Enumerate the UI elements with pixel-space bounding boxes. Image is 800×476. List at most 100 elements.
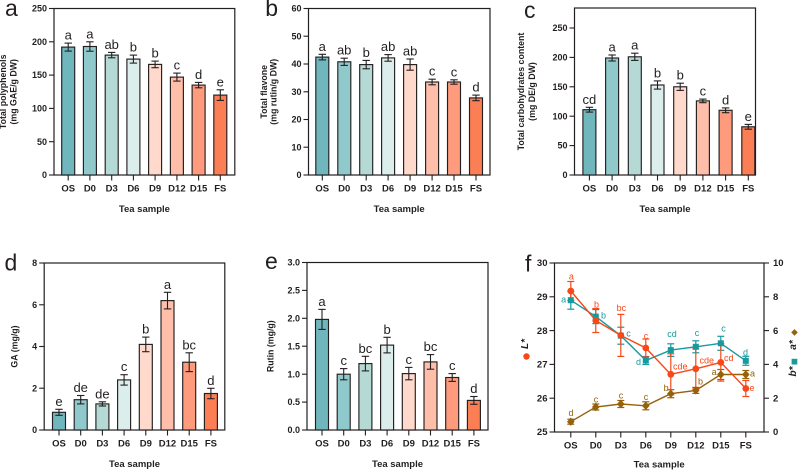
svg-text:D12: D12 — [159, 439, 176, 450]
svg-text:D3: D3 — [615, 441, 627, 452]
svg-text:b: b — [594, 300, 599, 310]
svg-text:a: a — [569, 272, 574, 282]
svg-text:c: c — [700, 84, 707, 99]
svg-text:d: d — [5, 250, 18, 276]
svg-text:cde: cde — [673, 362, 688, 372]
svg-text:30: 30 — [291, 87, 301, 97]
svg-text:c: c — [524, 0, 536, 23]
svg-text:e: e — [745, 109, 752, 124]
svg-text:d: d — [722, 92, 729, 107]
svg-text:29: 29 — [537, 292, 548, 303]
svg-text:D12: D12 — [423, 184, 440, 195]
svg-text:150: 150 — [32, 70, 47, 80]
svg-text:D12: D12 — [422, 439, 439, 450]
svg-text:a: a — [86, 26, 94, 41]
svg-text:bc: bc — [359, 341, 373, 356]
svg-text:a: a — [164, 277, 172, 292]
svg-text:4: 4 — [773, 360, 779, 371]
svg-text:D9: D9 — [665, 441, 677, 452]
svg-text:Tea sample: Tea sample — [119, 204, 170, 215]
svg-text:(mg rutin/g DW): (mg rutin/g DW) — [269, 59, 279, 125]
svg-text:cd: cd — [667, 329, 677, 339]
svg-text:D6: D6 — [640, 441, 652, 452]
svg-text:0.0: 0.0 — [287, 425, 300, 435]
svg-text:D15: D15 — [443, 439, 461, 450]
svg-text:OS: OS — [61, 184, 75, 195]
svg-text:b: b — [151, 46, 158, 61]
svg-text:D9: D9 — [404, 184, 416, 195]
svg-text:0.5: 0.5 — [287, 397, 300, 407]
svg-text:a: a — [319, 39, 327, 54]
svg-text:a: a — [631, 38, 639, 53]
svg-text:0: 0 — [296, 170, 301, 180]
svg-text:250: 250 — [32, 4, 47, 14]
svg-text:de: de — [73, 380, 87, 395]
svg-text:c: c — [619, 391, 624, 401]
svg-text:60: 60 — [291, 4, 301, 14]
svg-text:26: 26 — [537, 393, 548, 404]
svg-text:c: c — [644, 392, 649, 402]
svg-text:OS: OS — [52, 439, 66, 450]
svg-text:100: 100 — [552, 111, 567, 121]
svg-text:c: c — [644, 331, 649, 341]
svg-text:D9: D9 — [149, 184, 161, 195]
svg-text:d: d — [743, 348, 748, 358]
svg-text:b: b — [654, 65, 661, 80]
svg-text:3.0: 3.0 — [287, 258, 300, 268]
svg-text:2: 2 — [773, 393, 778, 404]
svg-text:Tea sample: Tea sample — [374, 204, 425, 215]
svg-text:bc: bc — [182, 337, 196, 352]
svg-text:b: b — [698, 377, 703, 387]
svg-text:ab: ab — [381, 39, 395, 54]
svg-text:c: c — [406, 352, 413, 367]
svg-text:D6: D6 — [651, 184, 663, 195]
svg-text:Tea sample: Tea sample — [372, 459, 423, 470]
svg-text:e: e — [217, 74, 224, 89]
svg-text:D15: D15 — [445, 184, 463, 195]
svg-text:D9: D9 — [674, 184, 686, 195]
svg-text:(mg GAE/g DW): (mg GAE/g DW) — [9, 59, 19, 125]
svg-text:0: 0 — [773, 427, 778, 438]
svg-text:cde: cde — [700, 356, 715, 366]
svg-text:Tea sample: Tea sample — [634, 460, 685, 471]
svg-text:a: a — [561, 295, 566, 305]
svg-text:b: b — [130, 40, 137, 55]
svg-text:FS: FS — [470, 184, 482, 195]
svg-text:FS: FS — [205, 439, 217, 450]
svg-text:D3: D3 — [629, 184, 641, 195]
svg-text:D3: D3 — [96, 439, 108, 450]
svg-text:c: c — [594, 395, 599, 405]
svg-text:D15: D15 — [717, 184, 735, 195]
svg-text:200: 200 — [552, 53, 567, 63]
svg-text:c: c — [121, 359, 128, 374]
svg-text:D0: D0 — [84, 184, 96, 195]
svg-text:FS: FS — [740, 441, 752, 452]
svg-text:40: 40 — [291, 59, 301, 69]
svg-text:(mg DE/g DW): (mg DE/g DW) — [527, 62, 537, 121]
svg-text:D0: D0 — [606, 184, 618, 195]
svg-text:0: 0 — [32, 425, 37, 435]
svg-text:D6: D6 — [118, 439, 130, 450]
svg-text:a: a — [750, 369, 755, 379]
svg-text:8: 8 — [773, 292, 778, 303]
svg-text:c: c — [721, 324, 726, 334]
svg-text:Tea sample: Tea sample — [109, 459, 160, 470]
svg-text:D12: D12 — [687, 441, 704, 452]
svg-text:a: a — [65, 28, 73, 43]
svg-text:100: 100 — [32, 104, 47, 114]
svg-text:b: b — [142, 322, 149, 337]
svg-text:4: 4 — [32, 342, 37, 352]
svg-text:c: c — [695, 328, 700, 338]
svg-text:50: 50 — [37, 137, 47, 147]
svg-text:a: a — [5, 0, 18, 21]
svg-text:D0: D0 — [338, 439, 350, 450]
svg-text:200: 200 — [32, 37, 47, 47]
svg-text:e: e — [55, 394, 62, 409]
svg-text:6: 6 — [773, 326, 778, 337]
svg-text:27: 27 — [537, 360, 548, 371]
svg-text:D3: D3 — [106, 184, 118, 195]
svg-text:b: b — [664, 383, 669, 393]
svg-text:c: c — [626, 329, 631, 339]
svg-text:FS: FS — [742, 184, 754, 195]
svg-text:c: c — [340, 353, 347, 368]
